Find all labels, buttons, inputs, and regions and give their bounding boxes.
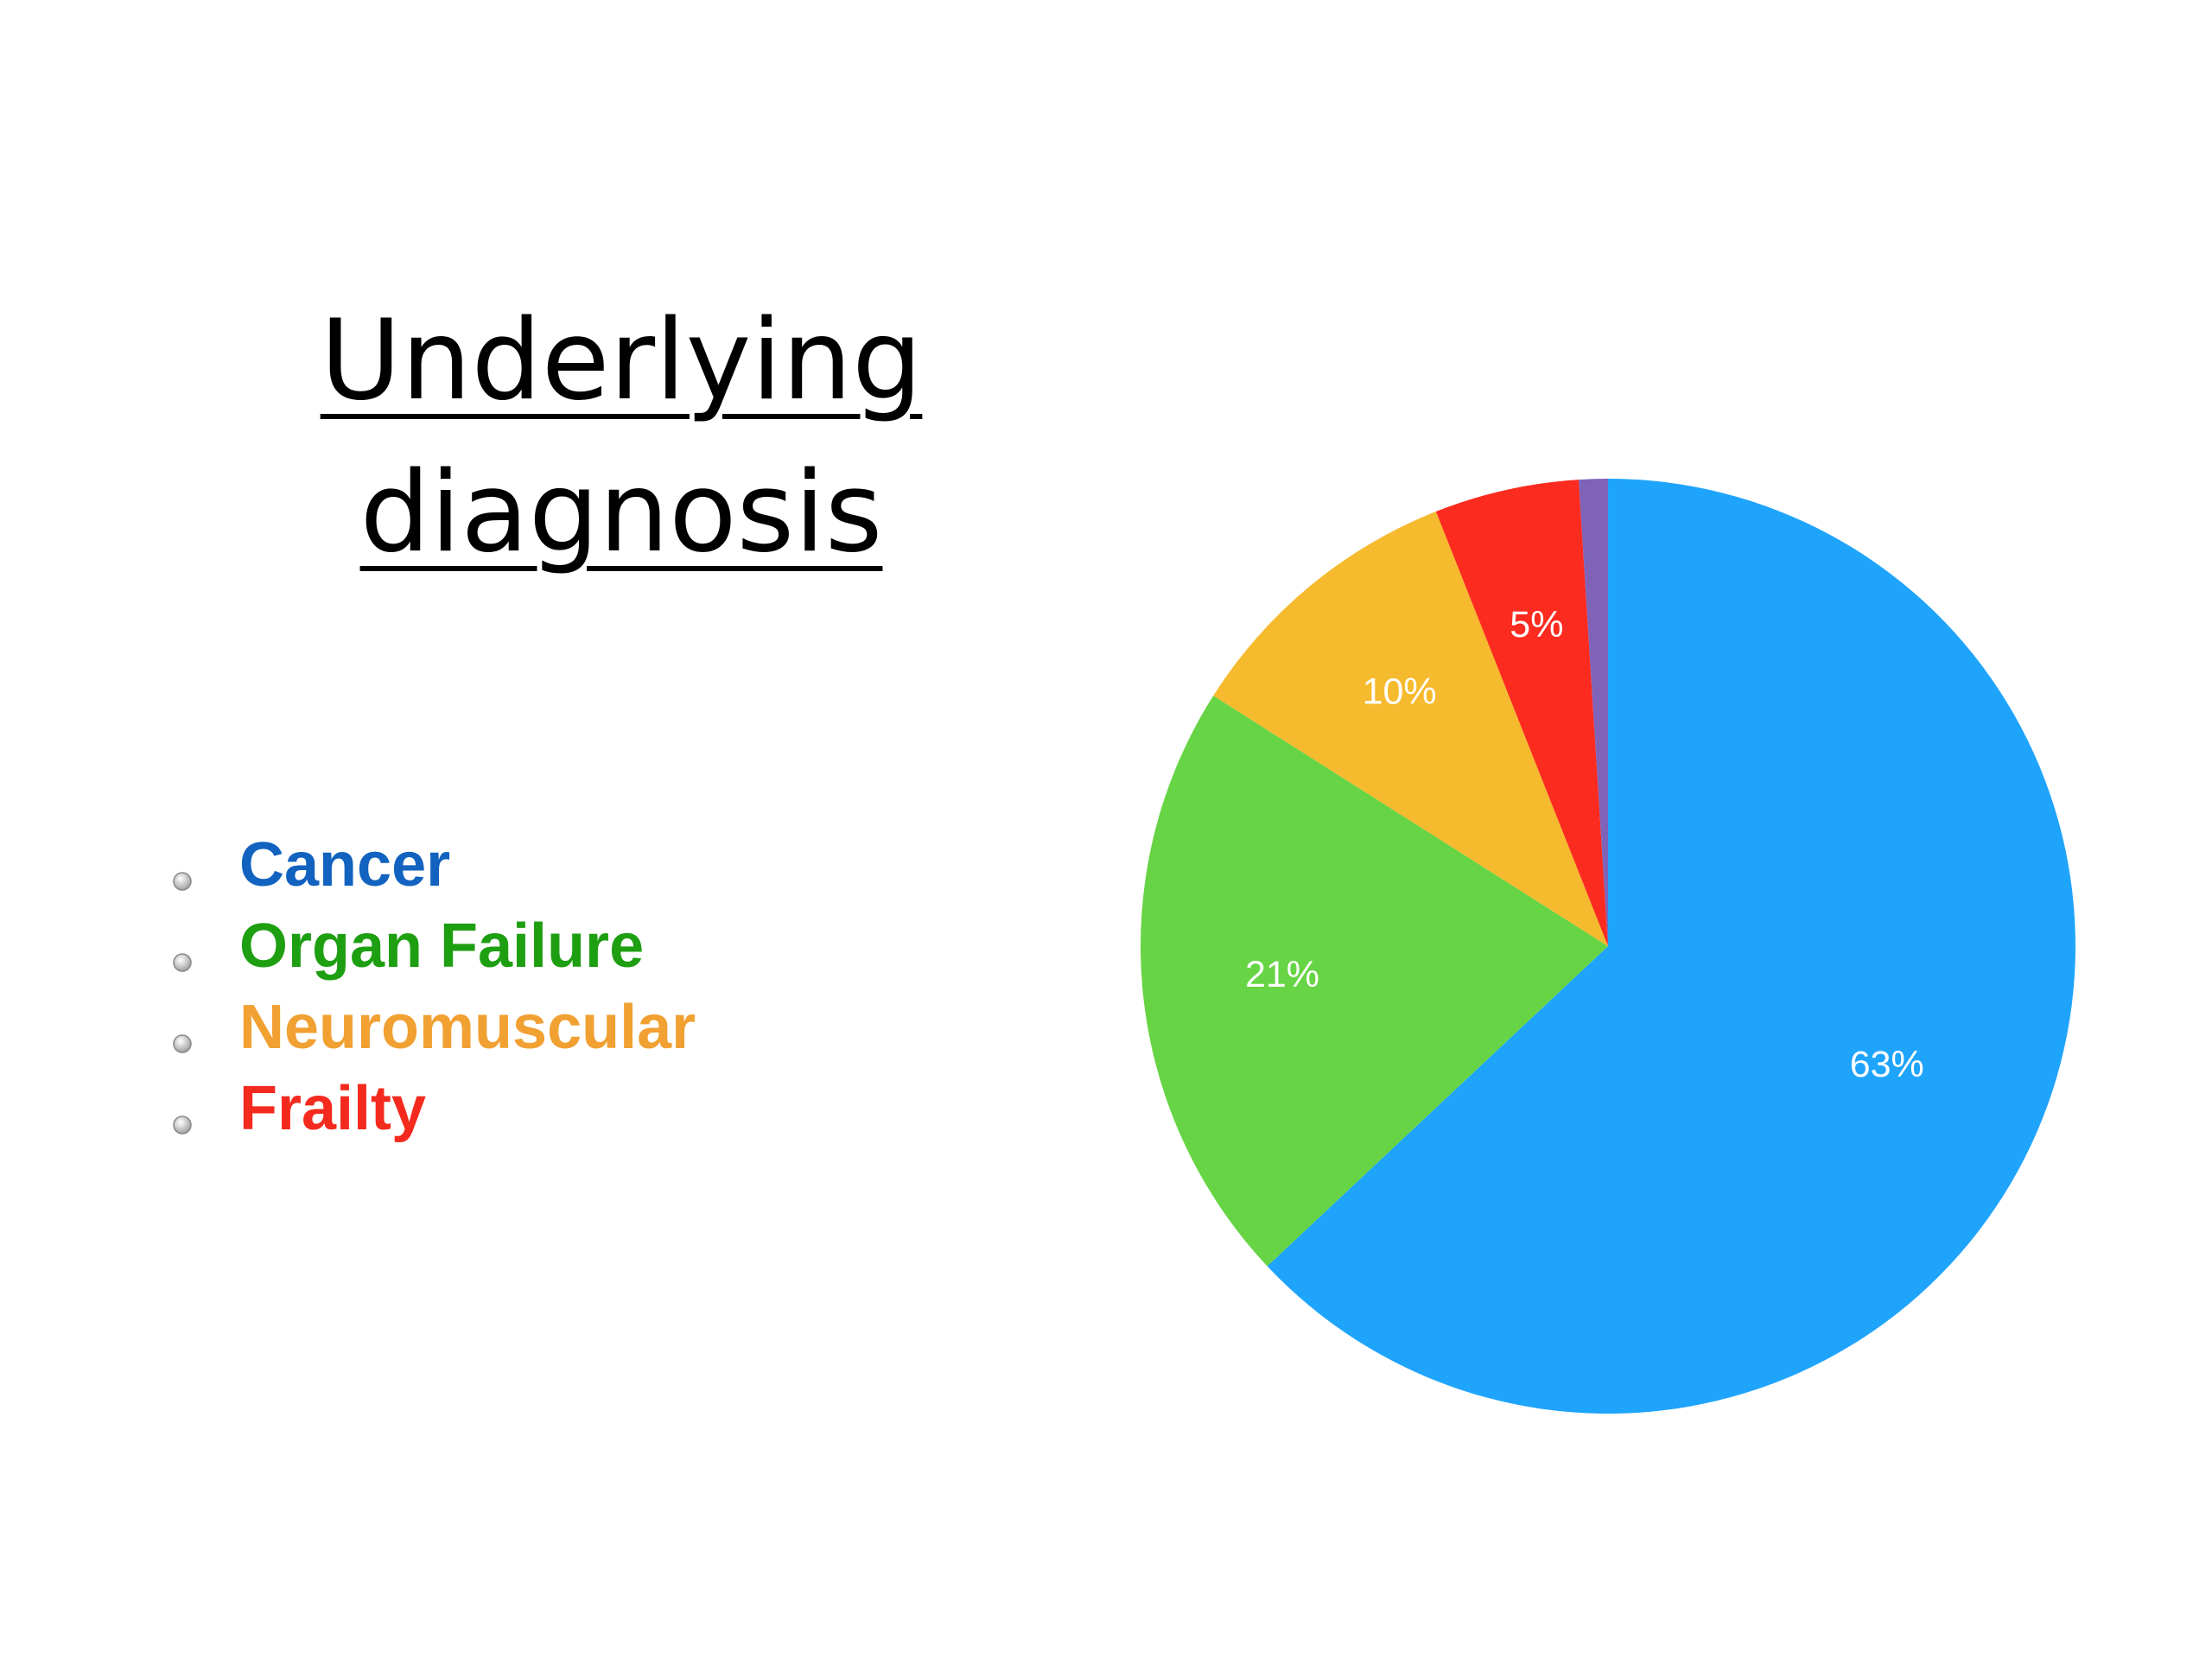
legend-label: Frailty (239, 1074, 426, 1143)
pie-slice (1579, 479, 1608, 946)
slice-label: 21% (1245, 954, 1319, 995)
pie-slice (1267, 479, 2075, 1414)
legend-label: Cancer (239, 830, 450, 899)
slice-label: 10% (1363, 671, 1437, 713)
pie-slice (1213, 511, 1608, 946)
legend-bullet (173, 1034, 192, 1053)
slice-label: 5% (1510, 604, 1563, 645)
legend-label: Organ Failure (239, 912, 644, 981)
pie-slice (1141, 696, 1608, 1267)
slice-label: 63% (1850, 1044, 1924, 1085)
chart-title: Underlying diagnosis (320, 296, 923, 577)
legend-label: Neuromuscular (239, 993, 696, 1062)
legend-bullet (173, 953, 192, 972)
pie-slice (1435, 480, 1608, 946)
legend-bullet (173, 872, 192, 891)
legend-bullet (173, 1116, 192, 1135)
